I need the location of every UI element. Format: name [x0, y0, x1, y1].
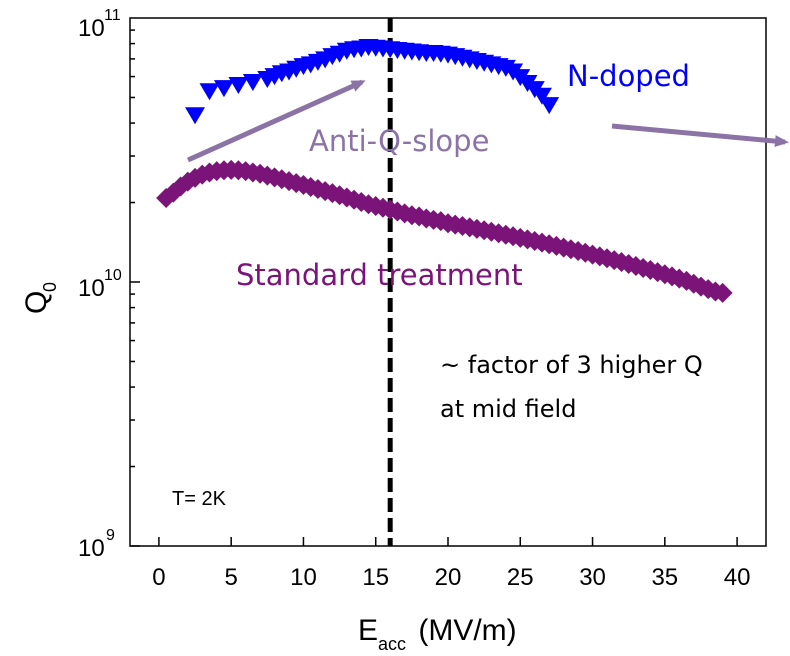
n-doped-point: [242, 73, 263, 91]
x-axis-title-unit: (MV/m): [410, 614, 517, 647]
factor-note-line2: at mid field: [440, 395, 576, 423]
x-axis-title-sub: acc: [378, 634, 406, 654]
y-tick-base: 10: [78, 15, 105, 42]
factor-note-line1: ~ factor of 3 higher Q: [440, 351, 703, 379]
x-tick-label: 0: [152, 564, 165, 591]
anti-q-slope-arrow: [186, 79, 366, 163]
n-doped-point: [199, 83, 220, 101]
x-tick-label: 30: [579, 564, 606, 591]
series-standard-treatment: [156, 159, 733, 303]
n-doped-point: [185, 107, 206, 125]
x-tick-label: 35: [651, 564, 678, 591]
y-tick-label-1e9: 10 9: [78, 527, 115, 562]
y-tick-exp: 9: [106, 527, 115, 544]
x-tick-label: 20: [435, 564, 462, 591]
n-doped-point: [539, 97, 560, 115]
y-axis-title: Q 0: [20, 282, 60, 314]
x-axis-title-main: E: [358, 614, 378, 647]
standard-treatment-label: Standard treatment: [236, 258, 523, 292]
y-tick-exp: 10: [104, 267, 122, 284]
x-tick-label: 10: [290, 564, 317, 591]
series-n-doped: [185, 38, 560, 125]
y-tick-exp: 11: [104, 7, 121, 24]
temperature-label: T= 2K: [172, 488, 227, 510]
x-axis-ticks: [158, 537, 738, 546]
x-tick-labels: 0 5 10 15 20 25 30 35 40: [152, 564, 750, 591]
x-axis-title: E acc (MV/m): [358, 614, 517, 654]
standard-treatment-point: [712, 282, 733, 303]
right-arrow: [611, 123, 789, 148]
anti-q-slope-label: Anti-Q-slope: [309, 124, 489, 158]
y-axis-ticks: [130, 29, 140, 547]
n-doped-point: [213, 80, 234, 98]
y-tick-label-1e11: 10 11: [78, 7, 121, 42]
n-doped-label: N-doped: [567, 59, 690, 93]
y-tick-label-1e10: 10 10: [78, 267, 122, 302]
n-doped-point: [228, 76, 249, 94]
n-doped-point: [531, 87, 552, 105]
y-axis-title-main: Q: [20, 291, 53, 314]
x-tick-label: 15: [362, 564, 389, 591]
x-tick-label: 25: [507, 564, 534, 591]
y-tick-base: 10: [78, 535, 105, 562]
x-tick-label: 40: [724, 564, 751, 591]
y-tick-base: 10: [78, 275, 105, 302]
y-axis-title-sub: 0: [40, 282, 60, 292]
x-tick-label: 5: [225, 564, 238, 591]
